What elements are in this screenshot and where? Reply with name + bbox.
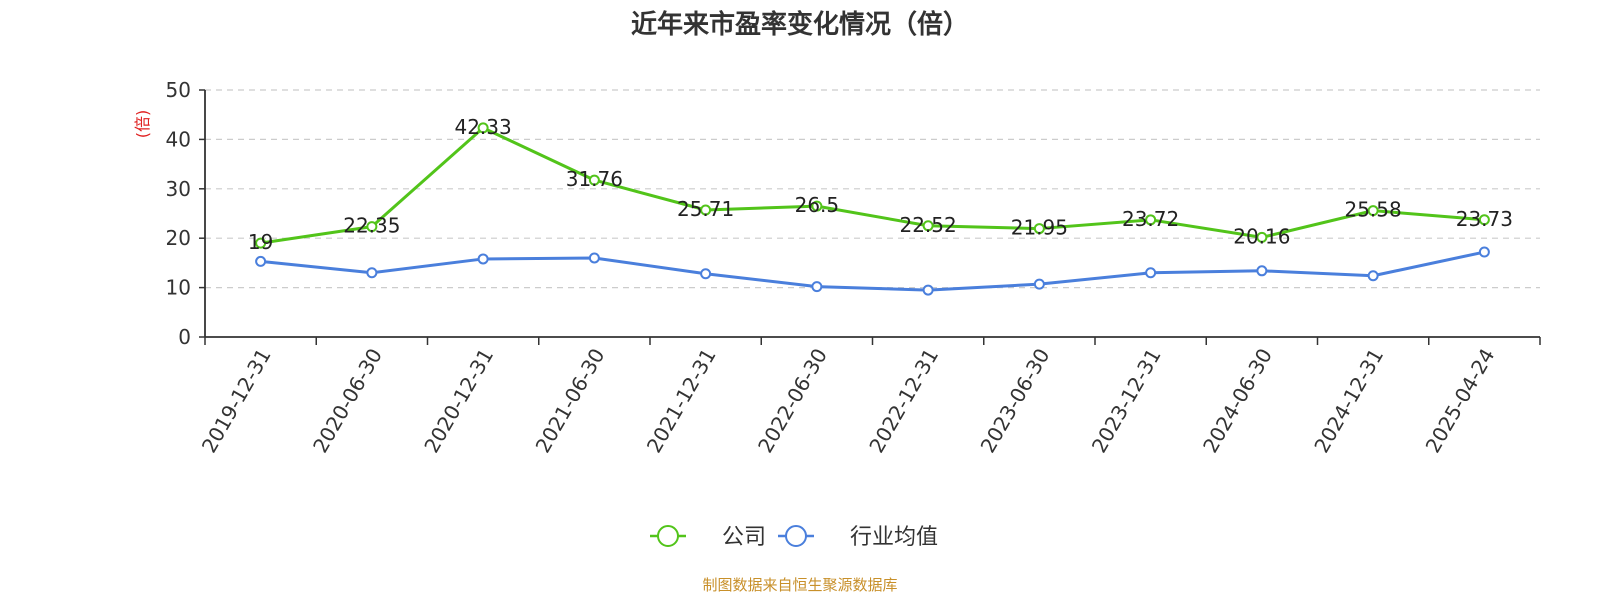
data-point[interactable] [700, 268, 712, 280]
legend-item-1[interactable]: 行业均值 [778, 525, 938, 550]
x-tick-label: 2020-06-30 [308, 344, 387, 457]
data-point[interactable] [811, 281, 823, 293]
data-label: 23.73 [1456, 207, 1513, 231]
data-label: 23.72 [1122, 207, 1179, 231]
data-label: 22.35 [343, 214, 400, 238]
x-tick-label: 2025-04-24 [1421, 344, 1500, 457]
data-point[interactable] [588, 252, 600, 264]
data-point[interactable] [922, 220, 934, 232]
data-point[interactable] [700, 204, 712, 216]
data-point[interactable] [588, 174, 600, 186]
y-tick-label: 30 [166, 177, 191, 201]
x-tick-label: 2024-12-31 [1309, 344, 1388, 457]
data-label: 21.95 [1011, 216, 1068, 240]
y-tick-label: 40 [166, 127, 191, 151]
y-tick-label: 10 [166, 276, 191, 300]
data-point[interactable] [255, 237, 267, 249]
series-lines [255, 122, 1490, 296]
legend-marker [657, 525, 679, 547]
x-tick-label: 2023-12-31 [1087, 344, 1166, 457]
legend-item-0[interactable]: 公司 [650, 525, 766, 550]
x-tick-label: 2020-12-31 [419, 344, 498, 457]
data-label: 19 [248, 230, 273, 254]
x-tick-label: 2019-12-31 [197, 344, 276, 457]
data-point[interactable] [1478, 214, 1490, 226]
y-axis-unit-label: (倍) [133, 110, 152, 139]
data-point[interactable] [1478, 246, 1490, 258]
data-label: 25.71 [677, 197, 734, 221]
series-line-0 [260, 126, 1485, 245]
x-tick-label: 2022-12-31 [864, 344, 943, 457]
data-label: 31.76 [566, 167, 623, 191]
legend[interactable]: 公司 行业均值 [650, 525, 938, 550]
data-point[interactable] [366, 267, 378, 279]
data-point[interactable] [811, 200, 823, 212]
series-line-1 [260, 250, 1485, 292]
data-point[interactable] [1256, 231, 1268, 243]
data-point[interactable] [1145, 267, 1157, 279]
x-tick-label: 2022-06-30 [753, 344, 832, 457]
data-label: 42.33 [454, 115, 511, 139]
y-tick-label: 50 [166, 78, 191, 102]
grid-lines [205, 89, 1540, 289]
x-tick-label: 2024-06-30 [1198, 344, 1277, 457]
data-point[interactable] [477, 122, 489, 134]
data-point[interactable] [366, 221, 378, 233]
x-tick-label: 2023-06-30 [976, 344, 1055, 457]
data-label: 25.58 [1344, 198, 1401, 222]
y-tick-label: 0 [178, 325, 191, 349]
data-labels: 19 22.35 42.33 31.76 25.71 26.5 22.52 21.95 23.7… [248, 115, 1513, 254]
data-label: 20.16 [1233, 224, 1290, 248]
data-point[interactable] [1256, 265, 1268, 277]
data-point[interactable] [1367, 270, 1379, 282]
data-point[interactable] [1145, 214, 1157, 226]
x-tick-label: 2021-12-31 [642, 344, 721, 457]
chart-title: 近年来市盈率变化情况（倍） [631, 9, 969, 40]
legend-marker [785, 525, 807, 547]
data-point[interactable] [922, 284, 934, 296]
data-source-note: 制图数据来自恒生聚源数据库 [702, 576, 897, 594]
data-label: 22.52 [899, 213, 956, 237]
data-label: 26.5 [795, 193, 840, 217]
y-tick-label: 20 [166, 226, 191, 250]
legend-label: 行业均值 [850, 525, 938, 550]
legend-label: 公司 [722, 525, 766, 550]
data-point[interactable] [1033, 223, 1045, 235]
data-point[interactable] [255, 255, 267, 267]
x-tick-label: 2021-06-30 [531, 344, 610, 457]
data-point[interactable] [1033, 278, 1045, 290]
data-point[interactable] [1367, 205, 1379, 217]
data-point[interactable] [477, 253, 489, 265]
